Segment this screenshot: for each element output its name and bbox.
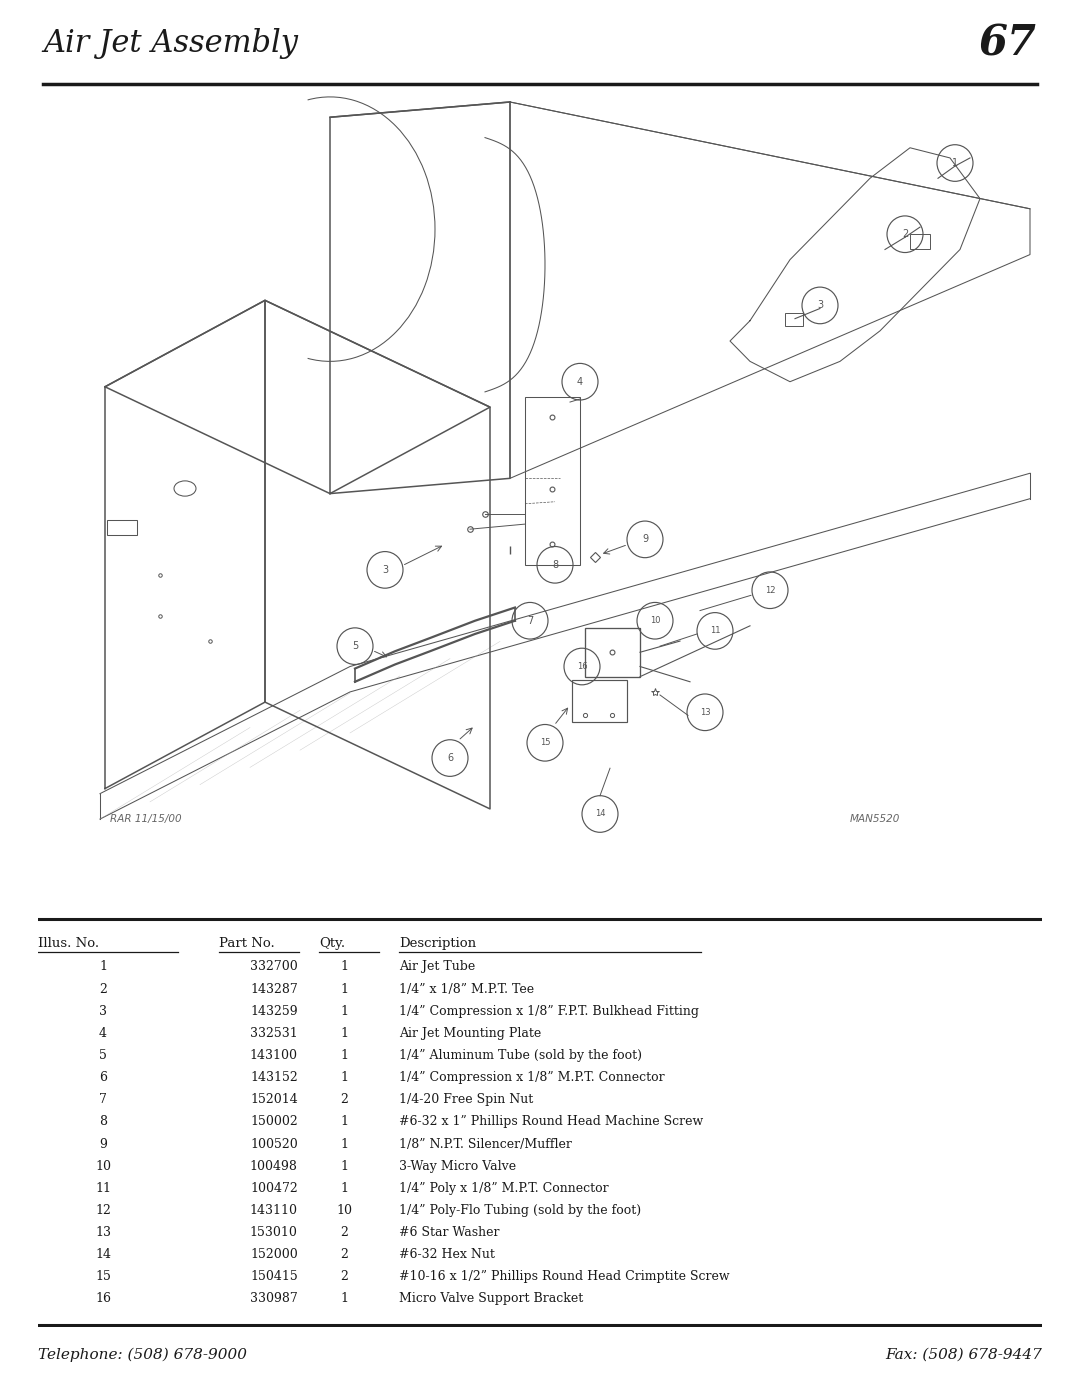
Text: 12: 12: [95, 1204, 111, 1217]
Text: #10-16 x 1/2” Phillips Round Head Crimptite Screw: #10-16 x 1/2” Phillips Round Head Crimpt…: [400, 1270, 730, 1284]
Text: Part No.: Part No.: [218, 937, 274, 950]
Text: 100498: 100498: [249, 1160, 298, 1172]
Text: #6-32 x 1” Phillips Round Head Machine Screw: #6-32 x 1” Phillips Round Head Machine S…: [400, 1115, 704, 1129]
Text: 7: 7: [527, 616, 534, 626]
Text: 2: 2: [340, 1248, 348, 1261]
Text: 10: 10: [336, 1204, 352, 1217]
Text: 1: 1: [340, 1071, 348, 1084]
Text: 152014: 152014: [249, 1094, 298, 1106]
Text: 1/4” Poly-Flo Tubing (sold by the foot): 1/4” Poly-Flo Tubing (sold by the foot): [400, 1204, 642, 1217]
Text: 3: 3: [816, 300, 823, 310]
Text: 152000: 152000: [249, 1248, 298, 1261]
Text: 5: 5: [99, 1049, 107, 1062]
Text: 332531: 332531: [249, 1027, 298, 1039]
Text: 1/4” Compression x 1/8” M.P.T. Connector: 1/4” Compression x 1/8” M.P.T. Connector: [400, 1071, 665, 1084]
Text: Illus. No.: Illus. No.: [38, 937, 99, 950]
Text: 4: 4: [99, 1027, 107, 1039]
Text: Description: Description: [400, 937, 476, 950]
Text: Fax: (508) 678-9447: Fax: (508) 678-9447: [886, 1348, 1042, 1362]
Text: 143259: 143259: [251, 1004, 298, 1017]
Text: 3: 3: [382, 564, 388, 576]
Text: 143287: 143287: [249, 982, 298, 996]
Text: 332700: 332700: [249, 961, 298, 974]
Text: 1: 1: [340, 1115, 348, 1129]
Text: 100520: 100520: [249, 1137, 298, 1151]
Text: 3-Way Micro Valve: 3-Way Micro Valve: [400, 1160, 516, 1172]
Text: 143110: 143110: [249, 1204, 298, 1217]
Text: 10: 10: [650, 616, 660, 626]
Text: 330987: 330987: [249, 1292, 298, 1305]
Text: 1: 1: [340, 961, 348, 974]
Text: 2: 2: [99, 982, 107, 996]
Text: 1: 1: [340, 1049, 348, 1062]
Text: Micro Valve Support Bracket: Micro Valve Support Bracket: [400, 1292, 583, 1305]
Text: MAN5520: MAN5520: [850, 814, 901, 824]
Text: 143100: 143100: [249, 1049, 298, 1062]
Text: 1/4” x 1/8” M.P.T. Tee: 1/4” x 1/8” M.P.T. Tee: [400, 982, 535, 996]
Text: 1/4” Aluminum Tube (sold by the foot): 1/4” Aluminum Tube (sold by the foot): [400, 1049, 643, 1062]
Text: 1: 1: [340, 1292, 348, 1305]
Text: 12: 12: [765, 585, 775, 595]
Text: Air Jet Tube: Air Jet Tube: [400, 961, 475, 974]
Text: 2: 2: [340, 1227, 348, 1239]
Text: 10: 10: [95, 1160, 111, 1172]
Text: 1/4” Poly x 1/8” M.P.T. Connector: 1/4” Poly x 1/8” M.P.T. Connector: [400, 1182, 609, 1194]
Text: 9: 9: [642, 535, 648, 545]
Text: 8: 8: [552, 560, 558, 570]
Text: 1: 1: [340, 1182, 348, 1194]
Text: 1: 1: [340, 1027, 348, 1039]
Text: 1/4” Compression x 1/8” F.P.T. Bulkhead Fitting: 1/4” Compression x 1/8” F.P.T. Bulkhead …: [400, 1004, 700, 1017]
Text: 6: 6: [99, 1071, 107, 1084]
Text: 100472: 100472: [249, 1182, 298, 1194]
Text: 1: 1: [951, 158, 958, 168]
Text: 9: 9: [99, 1137, 107, 1151]
Text: 13: 13: [700, 708, 711, 717]
Text: 143152: 143152: [249, 1071, 298, 1084]
Text: 1: 1: [340, 982, 348, 996]
Text: 7: 7: [99, 1094, 107, 1106]
Text: 14: 14: [595, 809, 605, 819]
Text: #6 Star Washer: #6 Star Washer: [400, 1227, 500, 1239]
Text: 11: 11: [95, 1182, 111, 1194]
Text: Qty.: Qty.: [319, 937, 346, 950]
Text: Air Jet Assembly: Air Jet Assembly: [43, 28, 298, 59]
Text: 3: 3: [99, 1004, 107, 1017]
Text: 4: 4: [577, 377, 583, 387]
Text: #6-32 Hex Nut: #6-32 Hex Nut: [400, 1248, 496, 1261]
Text: 153010: 153010: [249, 1227, 298, 1239]
Text: 13: 13: [95, 1227, 111, 1239]
Text: 2: 2: [340, 1270, 348, 1284]
Text: RAR 11/15/00: RAR 11/15/00: [110, 814, 181, 824]
Text: Air Jet Mounting Plate: Air Jet Mounting Plate: [400, 1027, 542, 1039]
Text: 1: 1: [340, 1160, 348, 1172]
Text: 150415: 150415: [249, 1270, 298, 1284]
Text: 16: 16: [577, 662, 588, 671]
Text: 6: 6: [447, 753, 454, 763]
Text: 16: 16: [95, 1292, 111, 1305]
Text: 1: 1: [99, 961, 107, 974]
Text: 8: 8: [99, 1115, 107, 1129]
Text: 11: 11: [710, 626, 720, 636]
Text: 1: 1: [340, 1137, 348, 1151]
Text: 15: 15: [95, 1270, 111, 1284]
Text: 1: 1: [340, 1004, 348, 1017]
Text: 67: 67: [978, 22, 1037, 64]
Text: 150002: 150002: [249, 1115, 298, 1129]
Text: 15: 15: [540, 738, 550, 747]
Text: 2: 2: [340, 1094, 348, 1106]
Text: 2: 2: [902, 229, 908, 239]
Text: Telephone: (508) 678-9000: Telephone: (508) 678-9000: [38, 1348, 247, 1362]
Text: 1/8” N.P.T. Silencer/Muffler: 1/8” N.P.T. Silencer/Muffler: [400, 1137, 572, 1151]
Text: 5: 5: [352, 641, 359, 651]
Text: 1/4-20 Free Spin Nut: 1/4-20 Free Spin Nut: [400, 1094, 534, 1106]
Text: 14: 14: [95, 1248, 111, 1261]
